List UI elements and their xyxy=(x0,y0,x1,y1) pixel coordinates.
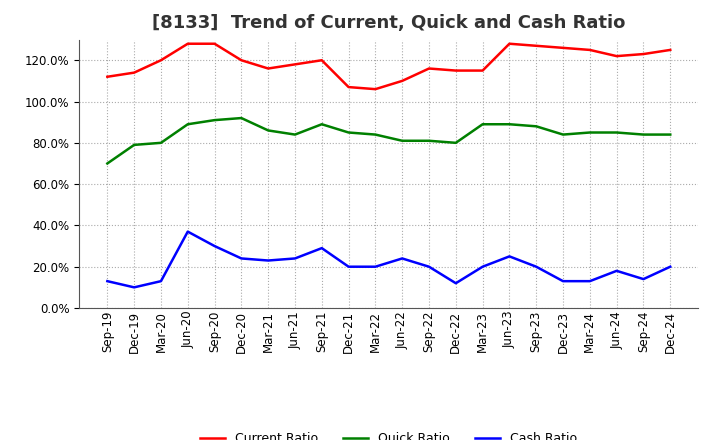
Quick Ratio xyxy=(291,132,300,137)
Quick Ratio xyxy=(344,130,353,135)
Current Ratio xyxy=(157,58,166,63)
Current Ratio xyxy=(291,62,300,67)
Quick Ratio xyxy=(505,121,514,127)
Cash Ratio xyxy=(451,281,460,286)
Cash Ratio xyxy=(291,256,300,261)
Legend: Current Ratio, Quick Ratio, Cash Ratio: Current Ratio, Quick Ratio, Cash Ratio xyxy=(195,427,582,440)
Cash Ratio xyxy=(505,254,514,259)
Current Ratio xyxy=(264,66,272,71)
Quick Ratio xyxy=(237,115,246,121)
Current Ratio xyxy=(585,47,594,52)
Quick Ratio xyxy=(210,117,219,123)
Quick Ratio xyxy=(103,161,112,166)
Current Ratio xyxy=(371,87,379,92)
Line: Cash Ratio: Cash Ratio xyxy=(107,231,670,287)
Cash Ratio xyxy=(184,229,192,234)
Cash Ratio xyxy=(237,256,246,261)
Quick Ratio xyxy=(130,142,138,147)
Cash Ratio xyxy=(398,256,407,261)
Current Ratio xyxy=(210,41,219,46)
Cash Ratio xyxy=(157,279,166,284)
Quick Ratio xyxy=(666,132,675,137)
Line: Quick Ratio: Quick Ratio xyxy=(107,118,670,164)
Cash Ratio xyxy=(130,285,138,290)
Cash Ratio xyxy=(371,264,379,269)
Cash Ratio xyxy=(103,279,112,284)
Cash Ratio xyxy=(639,276,648,282)
Quick Ratio xyxy=(371,132,379,137)
Quick Ratio xyxy=(585,130,594,135)
Current Ratio xyxy=(478,68,487,73)
Cash Ratio xyxy=(210,243,219,249)
Current Ratio xyxy=(425,66,433,71)
Current Ratio xyxy=(344,84,353,90)
Quick Ratio xyxy=(157,140,166,146)
Cash Ratio xyxy=(585,279,594,284)
Cash Ratio xyxy=(264,258,272,263)
Quick Ratio xyxy=(398,138,407,143)
Current Ratio xyxy=(451,68,460,73)
Quick Ratio xyxy=(559,132,567,137)
Cash Ratio xyxy=(318,246,326,251)
Current Ratio xyxy=(318,58,326,63)
Quick Ratio xyxy=(612,130,621,135)
Current Ratio xyxy=(666,47,675,52)
Cash Ratio xyxy=(425,264,433,269)
Cash Ratio xyxy=(344,264,353,269)
Current Ratio xyxy=(130,70,138,75)
Current Ratio xyxy=(237,58,246,63)
Quick Ratio xyxy=(532,124,541,129)
Cash Ratio xyxy=(559,279,567,284)
Quick Ratio xyxy=(425,138,433,143)
Current Ratio xyxy=(612,54,621,59)
Current Ratio xyxy=(532,43,541,48)
Current Ratio xyxy=(505,41,514,46)
Current Ratio xyxy=(559,45,567,51)
Line: Current Ratio: Current Ratio xyxy=(107,44,670,89)
Title: [8133]  Trend of Current, Quick and Cash Ratio: [8133] Trend of Current, Quick and Cash … xyxy=(152,15,626,33)
Current Ratio xyxy=(103,74,112,79)
Current Ratio xyxy=(398,78,407,84)
Cash Ratio xyxy=(612,268,621,274)
Quick Ratio xyxy=(478,121,487,127)
Quick Ratio xyxy=(264,128,272,133)
Current Ratio xyxy=(639,51,648,57)
Cash Ratio xyxy=(478,264,487,269)
Quick Ratio xyxy=(451,140,460,146)
Cash Ratio xyxy=(532,264,541,269)
Quick Ratio xyxy=(184,121,192,127)
Quick Ratio xyxy=(318,121,326,127)
Quick Ratio xyxy=(639,132,648,137)
Cash Ratio xyxy=(666,264,675,269)
Current Ratio xyxy=(184,41,192,46)
